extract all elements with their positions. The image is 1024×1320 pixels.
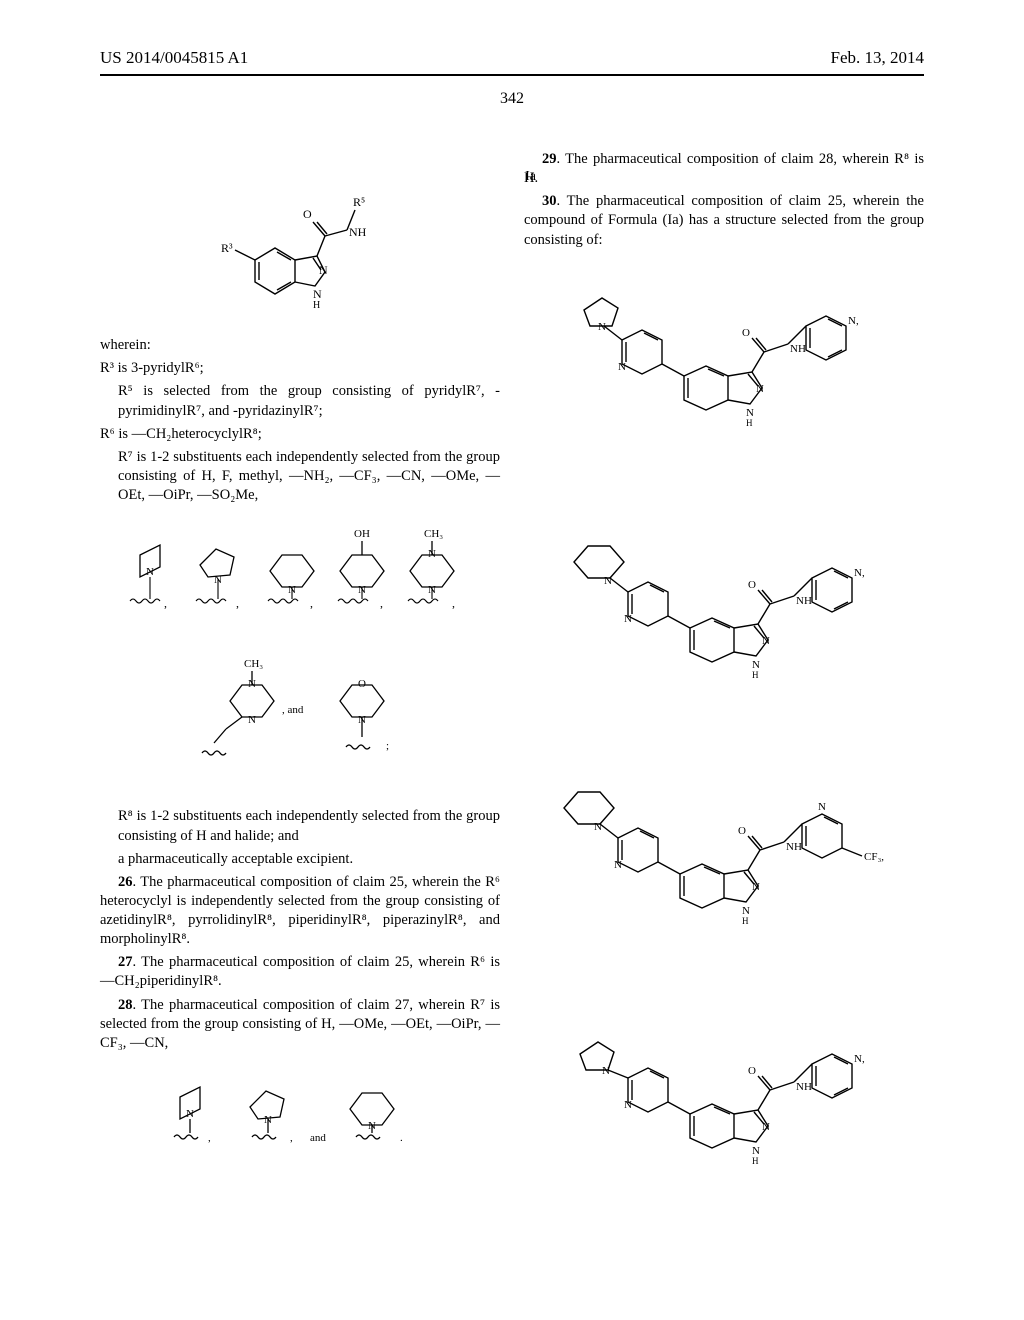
claim-26-text: . The pharmaceutical composition of clai…	[100, 874, 500, 947]
def-R8: R⁸ is 1-2 substituents each independentl…	[118, 807, 500, 845]
page-number: 342	[0, 90, 1024, 108]
claim-29-text: . The pharmaceutical composition of clai…	[524, 151, 924, 186]
svg-text:NH: NH	[349, 225, 367, 239]
claim-26-number: 26	[118, 874, 133, 890]
svg-text:,: ,	[310, 596, 313, 610]
svg-text:H: H	[752, 670, 759, 680]
svg-text:O: O	[748, 1065, 756, 1077]
svg-text:NH: NH	[796, 1081, 812, 1093]
structure-1: N N O NH N, N N H	[524, 260, 924, 496]
svg-text:;: ;	[386, 740, 389, 752]
claim-29: 29. The pharmaceutical composition of cl…	[524, 150, 924, 188]
svg-text:N,: N,	[854, 567, 865, 579]
structure-3: N N O NH N CF₃, N N H	[524, 752, 924, 988]
svg-text:N: N	[756, 383, 764, 395]
wherein-label: wherein:	[100, 336, 500, 355]
svg-text:N: N	[319, 263, 328, 277]
svg-text:,: ,	[208, 1132, 211, 1144]
svg-text:N: N	[146, 566, 154, 578]
svg-text:CH₃: CH₃	[424, 528, 443, 540]
svg-text:N: N	[618, 361, 626, 373]
svg-text:OH: OH	[354, 528, 370, 540]
header-rule	[100, 74, 924, 76]
publication-number: US 2014/0045815 A1	[100, 48, 248, 68]
svg-text:N: N	[594, 821, 602, 833]
svg-text:H: H	[313, 300, 320, 311]
svg-text:N: N	[248, 678, 256, 690]
claim-28-text: . The pharmaceutical composition of clai…	[100, 997, 500, 1051]
claim-30-number: 30	[542, 193, 557, 209]
svg-text:N: N	[358, 714, 366, 726]
claim-30: 30. The pharmaceutical composition of cl…	[524, 192, 924, 249]
svg-text:R⁵: R⁵	[353, 195, 365, 209]
claim-27-number: 27	[118, 954, 133, 970]
svg-text:NH: NH	[786, 841, 802, 853]
def-R6: R⁶ is —CH₂heterocyclylR⁸;	[100, 425, 500, 444]
svg-text:N,: N,	[848, 315, 859, 327]
svg-text:N: N	[598, 321, 606, 333]
claim-27-text: . The pharmaceutical composition of clai…	[100, 954, 500, 989]
svg-text:NH: NH	[796, 595, 812, 607]
def-R5: R⁵ is selected from the group consisting…	[118, 382, 500, 420]
svg-text:O: O	[358, 678, 366, 690]
claim-30-text: . The pharmaceutical composition of clai…	[524, 193, 924, 247]
formula-Ia-structure: Ia	[100, 160, 500, 326]
svg-text:N: N	[368, 1120, 376, 1132]
svg-text:,: ,	[452, 596, 455, 610]
ring-row-1: N N N OH N CH₃ N N	[100, 515, 500, 631]
svg-text:,: ,	[380, 596, 383, 610]
svg-text:,: ,	[290, 1132, 293, 1144]
svg-text:N: N	[624, 613, 632, 625]
claim-27: 27. The pharmaceutical composition of cl…	[100, 953, 500, 991]
svg-text:N: N	[762, 1121, 770, 1133]
page-header: US 2014/0045815 A1 Feb. 13, 2014	[0, 48, 1024, 88]
svg-text:N: N	[264, 1114, 272, 1126]
svg-text:,: ,	[236, 596, 239, 610]
claim-26: 26. The pharmaceutical composition of cl…	[100, 873, 500, 950]
svg-text:H: H	[752, 1156, 759, 1166]
structure-2: N N O NH N, N N H	[524, 506, 924, 742]
svg-text:N: N	[186, 1108, 194, 1120]
publication-date: Feb. 13, 2014	[831, 48, 925, 68]
svg-text:H: H	[746, 418, 753, 428]
right-column: 29. The pharmaceutical composition of cl…	[524, 150, 924, 1224]
svg-text:.: .	[400, 1132, 403, 1144]
svg-text:H: H	[742, 916, 749, 926]
svg-text:N: N	[428, 548, 436, 560]
svg-text:N: N	[818, 801, 826, 813]
left-column: Ia	[100, 150, 500, 1169]
svg-text:R³: R³	[221, 241, 233, 255]
svg-text:O: O	[303, 207, 312, 221]
def-R7: R⁷ is 1-2 substituents each independentl…	[118, 448, 500, 505]
svg-text:O: O	[748, 579, 756, 591]
svg-text:N: N	[624, 1099, 632, 1111]
svg-text:NH: NH	[790, 343, 806, 355]
structure-4: N N O NH N, N N H	[524, 998, 924, 1214]
svg-text:, and: , and	[282, 704, 304, 716]
and-label: and	[310, 1132, 326, 1144]
svg-text:N: N	[248, 714, 256, 726]
svg-text:N: N	[602, 1065, 610, 1077]
claim-29-number: 29	[542, 151, 557, 167]
svg-text:N: N	[762, 635, 770, 647]
svg-text:O: O	[738, 825, 746, 837]
svg-text:,: ,	[164, 596, 167, 610]
svg-text:N: N	[313, 287, 322, 301]
excipient-line: a pharmaceutically acceptable excipient.	[118, 850, 500, 869]
svg-text:N: N	[752, 881, 760, 893]
svg-text:O: O	[742, 327, 750, 339]
svg-text:N,: N,	[854, 1053, 865, 1065]
svg-text:N: N	[614, 859, 622, 871]
claim-28: 28. The pharmaceutical composition of cl…	[100, 996, 500, 1053]
ring-row-3: N N N , , and .	[100, 1063, 500, 1159]
ring-row-2: CH₃ N N , and O N ;	[100, 641, 500, 797]
def-R3: R³ is 3-pyridylR⁶;	[100, 359, 500, 378]
svg-text:CH₃: CH₃	[244, 658, 263, 670]
cf3-label: CF₃,	[864, 851, 884, 863]
svg-text:N: N	[604, 575, 612, 587]
claim-28-number: 28	[118, 997, 133, 1013]
